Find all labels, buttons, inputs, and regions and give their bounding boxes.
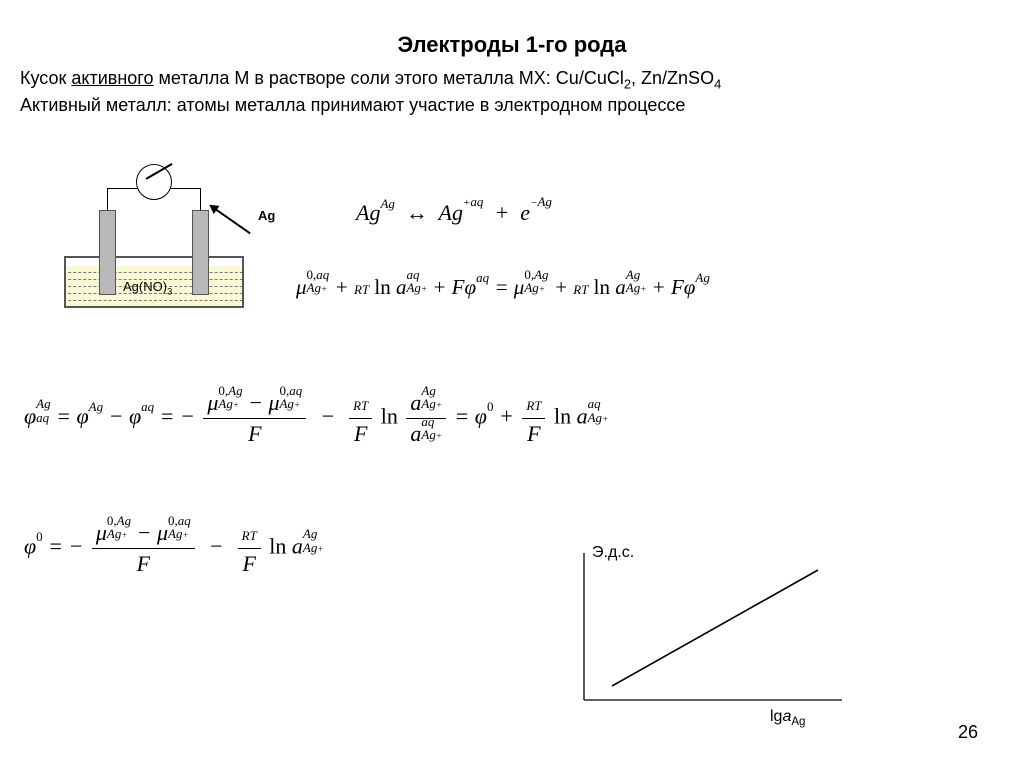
chart-ylabel: Э.д.с. <box>592 544 634 562</box>
equation-3: φAgaq = φAg − φaq = − μ0,AgAg+ − μ0,aqAg… <box>24 390 608 447</box>
intro-underline: активного <box>71 68 153 88</box>
page-title: Электроды 1-го рода <box>0 0 1024 66</box>
intro-part-c: , Zn/ZnSO <box>631 68 714 88</box>
electrode-right <box>192 210 209 295</box>
solution-dash <box>64 300 244 301</box>
solution-dash <box>64 272 244 273</box>
intro-line2: Активный металл: атомы металла принимают… <box>20 95 685 115</box>
emf-chart: Э.д.с. lgaAg <box>570 548 870 728</box>
electrode-diagram: Ag Ag(NO)3 <box>44 170 274 320</box>
wire-right <box>200 188 201 210</box>
equation-4: φ0 = − μ0,AgAg+ − μ0,aqAg+ F − RT F ln a… <box>24 520 323 577</box>
wire-top-right <box>170 188 201 189</box>
wire-top-left <box>107 188 138 189</box>
sub-2: 2 <box>624 77 631 92</box>
solution-label: Ag(NO)3 <box>123 279 172 297</box>
equation-1: AgAg ↔ Ag+aq + e−Ag <box>356 200 552 226</box>
row-diagram-eq1: Ag Ag(NO)3 AgAg ↔ Ag+aq + e−Ag μ0,aqAg+ … <box>16 170 1008 340</box>
intro-part-b: металла М в растворе соли этого металла … <box>153 68 623 88</box>
electrode-left <box>99 210 116 295</box>
chart-svg <box>570 548 850 718</box>
page-number: 26 <box>958 722 978 743</box>
intro-text: Кусок активного металла М в растворе сол… <box>0 66 1024 117</box>
equation-2: μ0,aqAg+ + RT ln aaqAg+ + Fφaq = μ0,AgAg… <box>296 275 710 300</box>
chart-xlabel: lgaAg <box>770 708 805 728</box>
wire-left <box>107 188 108 210</box>
cell-rim <box>64 256 244 266</box>
sub-4: 4 <box>714 77 721 92</box>
ag-label: Ag <box>258 208 275 223</box>
arrow-ag <box>211 205 251 234</box>
intro-part-a: Кусок <box>20 68 71 88</box>
meter-icon <box>136 164 172 200</box>
